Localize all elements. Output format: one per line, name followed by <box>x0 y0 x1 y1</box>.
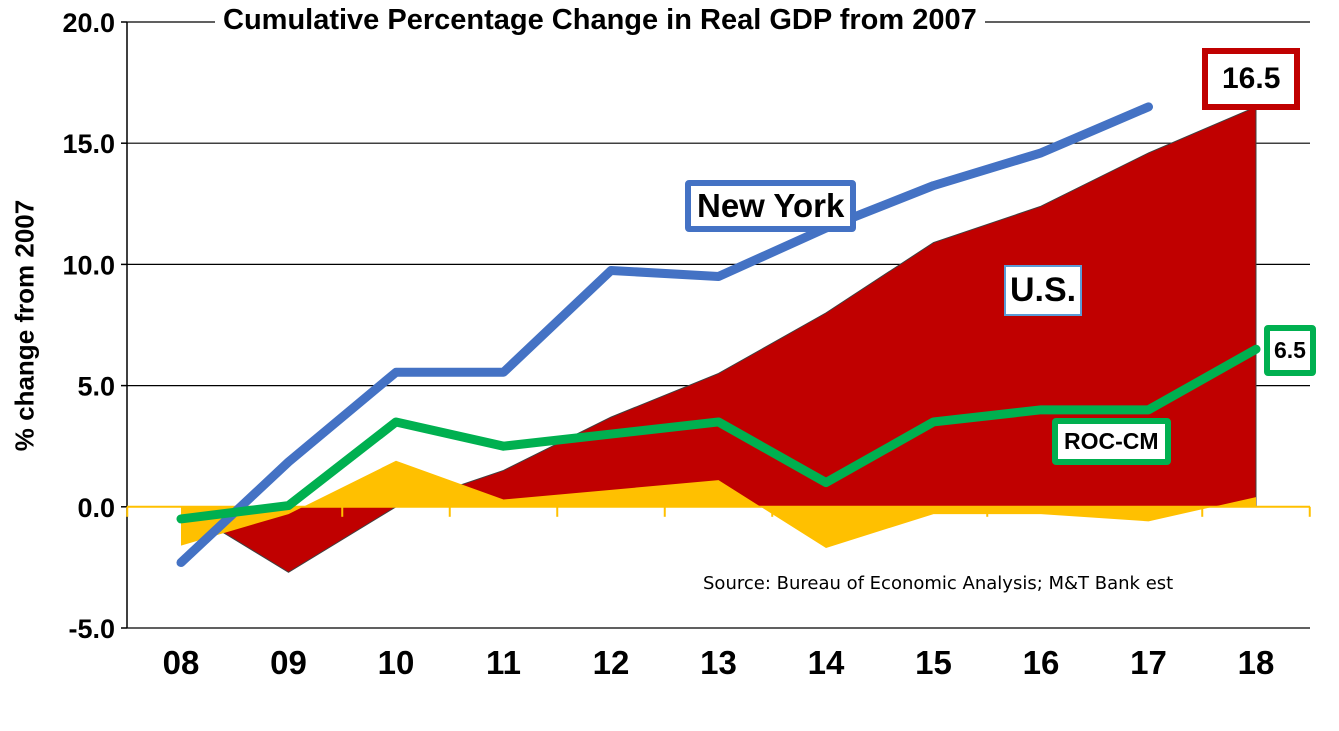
y-tick-label: 10.0 <box>62 250 115 280</box>
label-roc-end-value: 6.5 <box>1264 325 1316 376</box>
x-tick-label: 15 <box>915 644 952 681</box>
x-tick-label: 11 <box>486 644 521 681</box>
area-difference <box>181 460 1256 549</box>
y-tick-label: 5.0 <box>77 372 115 402</box>
label-us: U.S. <box>1004 265 1083 316</box>
source-note: Source: Bureau of Economic Analysis; M&T… <box>703 573 1174 594</box>
label-roc-cm: ROC-CM <box>1052 418 1171 465</box>
x-tick-label: 10 <box>378 644 415 681</box>
x-tick-label: 16 <box>1023 644 1060 681</box>
x-tick-label: 14 <box>808 644 845 681</box>
x-tick-label: 18 <box>1238 644 1275 681</box>
x-tick-label: 09 <box>270 644 307 681</box>
x-tick-label: 08 <box>163 644 200 681</box>
x-tick-label: 13 <box>700 644 737 681</box>
label-new-york: New York <box>685 180 857 232</box>
y-tick-label: 20.0 <box>62 8 115 38</box>
y-tick-label: 15.0 <box>62 129 115 159</box>
label-us-end-value: 16.5 <box>1202 48 1301 110</box>
x-tick-label: 17 <box>1130 644 1167 681</box>
chart-title: Cumulative Percentage Change in Real GDP… <box>215 4 985 37</box>
line-newyork <box>176 102 1153 568</box>
y-tick-label: -5.0 <box>68 614 115 644</box>
y-axis-label: % change from 2007 <box>9 199 40 452</box>
y-tick-label: 0.0 <box>77 493 115 523</box>
x-tick-label: 12 <box>593 644 630 681</box>
